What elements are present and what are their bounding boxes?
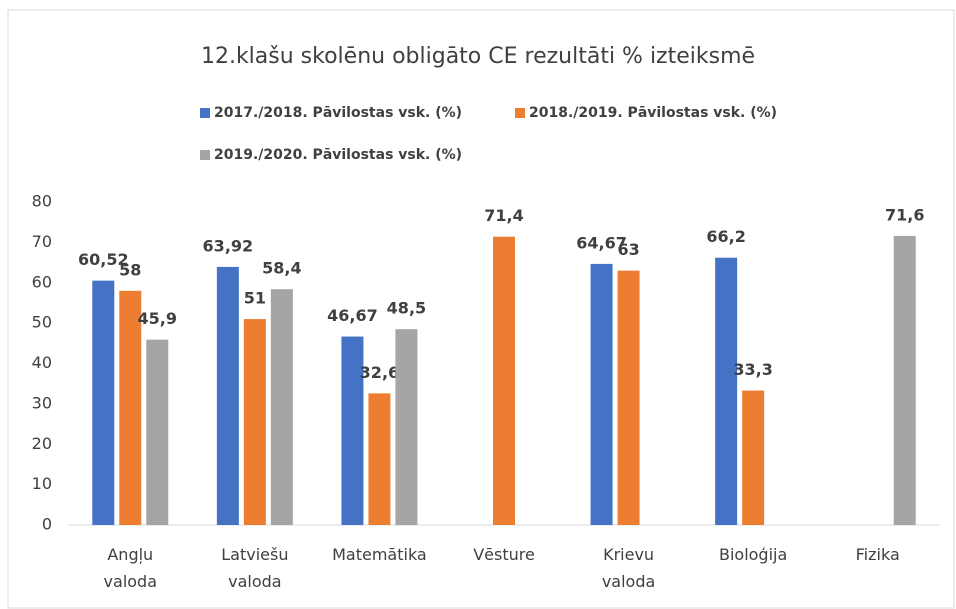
bar <box>270 289 293 525</box>
data-label: 58 <box>119 260 141 279</box>
legend-label: 2017./2018. Pāvilostas vsk. (%) <box>214 105 462 121</box>
data-label: 71,6 <box>885 205 924 224</box>
data-label: 66,2 <box>706 227 745 246</box>
bar <box>617 270 640 525</box>
chart-title: 12.klašu skolēnu obligāto CE rezultāti %… <box>201 44 755 69</box>
bar <box>395 329 418 525</box>
y-tick-label: 10 <box>32 474 52 493</box>
y-tick-label: 50 <box>32 313 52 332</box>
legend-swatch <box>515 108 525 118</box>
x-tick-label: Matemātika <box>332 545 427 564</box>
bar <box>715 257 738 525</box>
data-label: 32,6 <box>360 363 399 382</box>
bar <box>368 393 391 525</box>
bar <box>146 339 169 525</box>
data-label: 33,3 <box>733 360 772 379</box>
data-label: 51 <box>244 289 266 308</box>
bar <box>493 236 515 525</box>
y-tick-label: 40 <box>32 353 52 372</box>
y-tick-label: 20 <box>32 434 52 453</box>
y-tick-label: 60 <box>32 272 52 291</box>
data-label: 46,67 <box>327 306 378 325</box>
x-tick-label: Vēsture <box>473 545 535 564</box>
data-label: 60,52 <box>78 250 129 269</box>
bar <box>341 336 364 525</box>
x-tick-label: Fizika <box>856 545 900 564</box>
legend-label: 2018./2019. Pāvilostas vsk. (%) <box>529 105 777 121</box>
bar <box>119 290 142 525</box>
x-tick-label: Angļu valoda <box>104 545 157 591</box>
legend-label: 2019./2020. Pāvilostas vsk. (%) <box>214 147 462 163</box>
y-tick-label: 30 <box>32 393 52 412</box>
data-label: 58,4 <box>262 259 301 278</box>
x-tick-label: Bioloģija <box>719 545 787 564</box>
x-tick-label: Latviešu valoda <box>221 545 288 591</box>
bar <box>742 390 765 525</box>
bar <box>92 280 115 525</box>
bar <box>590 263 613 525</box>
bar <box>893 235 916 526</box>
x-tick-label: Krievu valoda <box>602 545 655 591</box>
data-label: 48,5 <box>387 299 426 318</box>
y-tick-label: 0 <box>42 515 52 534</box>
data-label: 64,67 <box>576 233 627 252</box>
legend-swatch <box>200 150 210 160</box>
y-tick-label: 80 <box>32 192 52 211</box>
data-label: 45,9 <box>138 309 177 328</box>
data-label: 63 <box>617 240 639 259</box>
legend-swatch <box>200 108 210 118</box>
y-tick-label: 70 <box>32 232 52 251</box>
data-label: 71,4 <box>484 206 523 225</box>
data-label: 63,92 <box>203 236 254 255</box>
bar <box>216 266 239 525</box>
bar <box>243 319 266 525</box>
